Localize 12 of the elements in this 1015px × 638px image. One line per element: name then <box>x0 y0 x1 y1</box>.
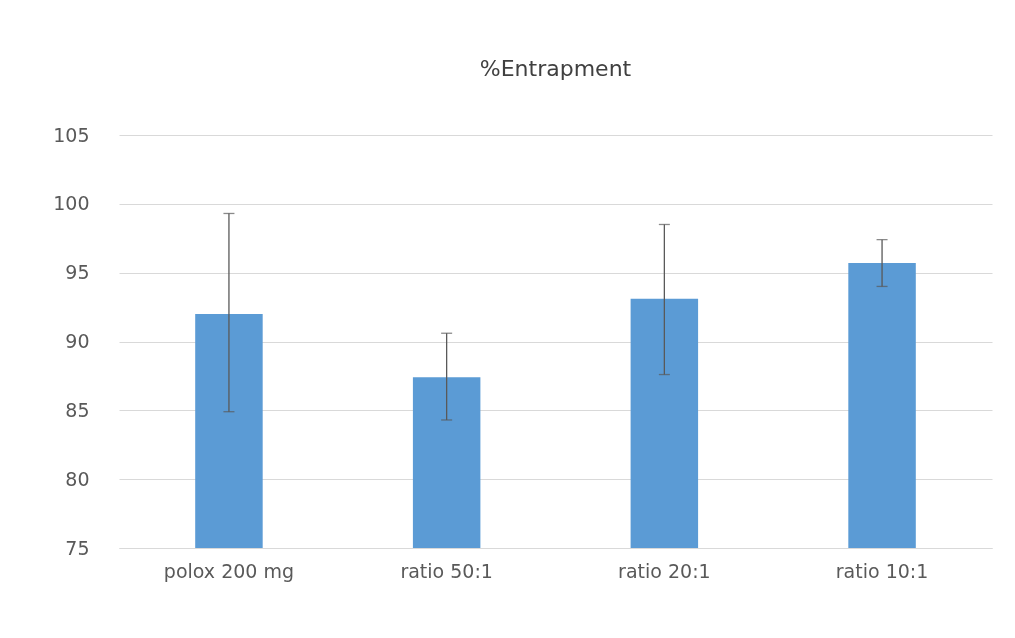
x-tick-label: ratio 10:1 <box>835 559 929 582</box>
y-tick-label: 105 <box>53 123 90 146</box>
y-tick-label: 90 <box>65 330 90 352</box>
y-tick-label: 75 <box>65 536 90 559</box>
y-tick-label: 80 <box>65 467 90 490</box>
y-tick-label: 100 <box>53 192 90 215</box>
chart-title: %Entrapment <box>479 56 632 81</box>
y-tick-label: 95 <box>65 261 90 284</box>
x-tick-label: ratio 50:1 <box>400 559 493 582</box>
x-tick-label: polox 200 mg <box>163 559 295 582</box>
x-tick-label: ratio 20:1 <box>618 559 711 582</box>
y-tick-label: 85 <box>65 398 90 421</box>
